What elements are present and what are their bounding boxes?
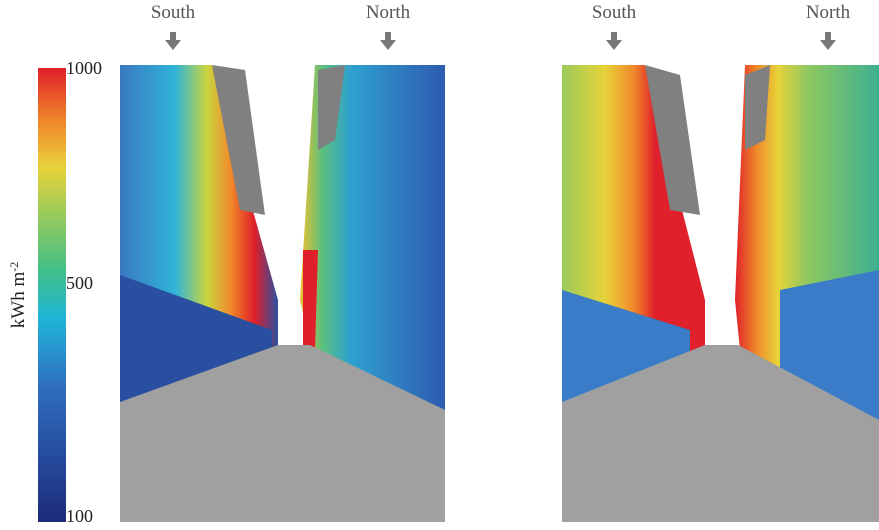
colorbar-label: kWh m-2 xyxy=(7,262,29,328)
direction-label: South xyxy=(592,2,637,23)
panel-left xyxy=(120,65,445,522)
panel-right xyxy=(562,65,879,522)
colorbar-tick: 500 xyxy=(66,273,93,293)
colorbar xyxy=(38,68,66,522)
direction-label: North xyxy=(806,2,851,23)
colorbar-tick: 100 xyxy=(66,506,93,526)
direction-labels: South North South North xyxy=(151,2,851,23)
direction-label: South xyxy=(151,2,196,23)
colorbar-tick: 1000 xyxy=(66,58,102,78)
direction-label: North xyxy=(366,2,411,23)
arrows xyxy=(165,32,836,50)
